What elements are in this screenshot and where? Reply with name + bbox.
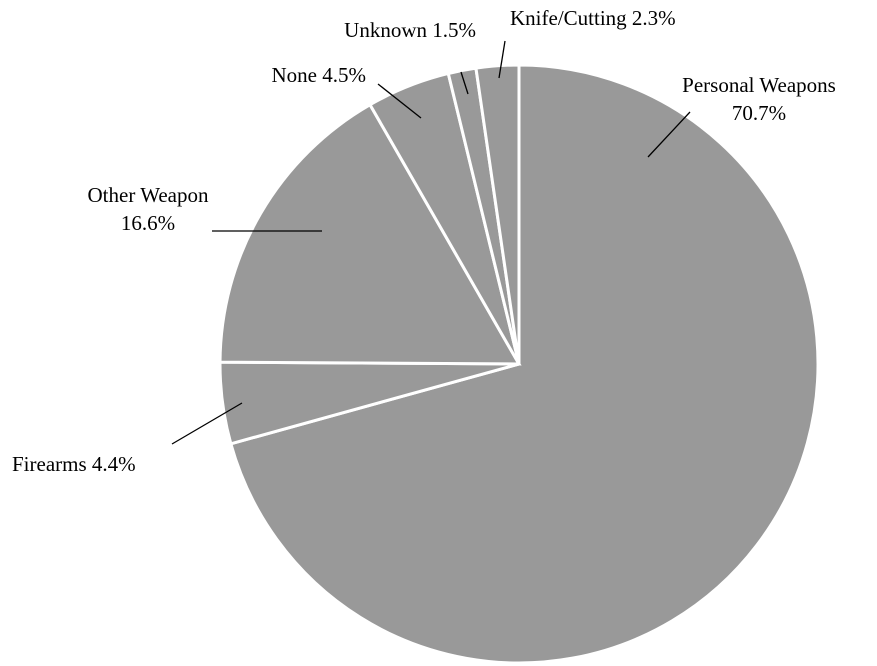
leader-line-none: [377, 83, 422, 119]
slice-label-line: 70.7%: [732, 101, 786, 125]
slice-label-line: Other Weapon: [88, 183, 209, 207]
slice-label-line: None 4.5%: [272, 63, 366, 87]
slice-label-other-weapon: Other Weapon 16.6%: [88, 183, 209, 235]
slice-labels: Personal Weapons 70.7% Firearms 4.4% Other …: [12, 6, 836, 476]
slice-label-line: Personal Weapons: [682, 73, 836, 97]
pie-slice-personal-weapons: [229, 63, 820, 665]
pie-slice-other-weapon: [218, 102, 522, 366]
slice-label-line: Knife/Cutting 2.3%: [510, 6, 676, 30]
slice-label-line: 16.6%: [121, 211, 175, 235]
leader-line-firearms: [171, 402, 243, 445]
slice-label-line: Firearms 4.4%: [12, 452, 136, 476]
leader-line-personal-weapons: [647, 111, 691, 158]
slice-label-none: None 4.5%: [272, 63, 366, 87]
slice-label-personal-weapons: Personal Weapons 70.7%: [682, 73, 836, 125]
leader-line-knife-cutting: [498, 40, 506, 79]
slice-label-unknown: Unknown 1.5%: [344, 18, 476, 42]
leader-line-unknown: [460, 71, 469, 95]
slice-label-line: Unknown 1.5%: [344, 18, 476, 42]
leader-lines: [171, 40, 691, 445]
pie-slice-knife-cutting: [474, 63, 521, 365]
slice-label-knife-cutting: Knife/Cutting 2.3%: [510, 6, 676, 30]
pie-slices: [218, 63, 820, 665]
slice-label-firearms: Firearms 4.4%: [12, 452, 136, 476]
